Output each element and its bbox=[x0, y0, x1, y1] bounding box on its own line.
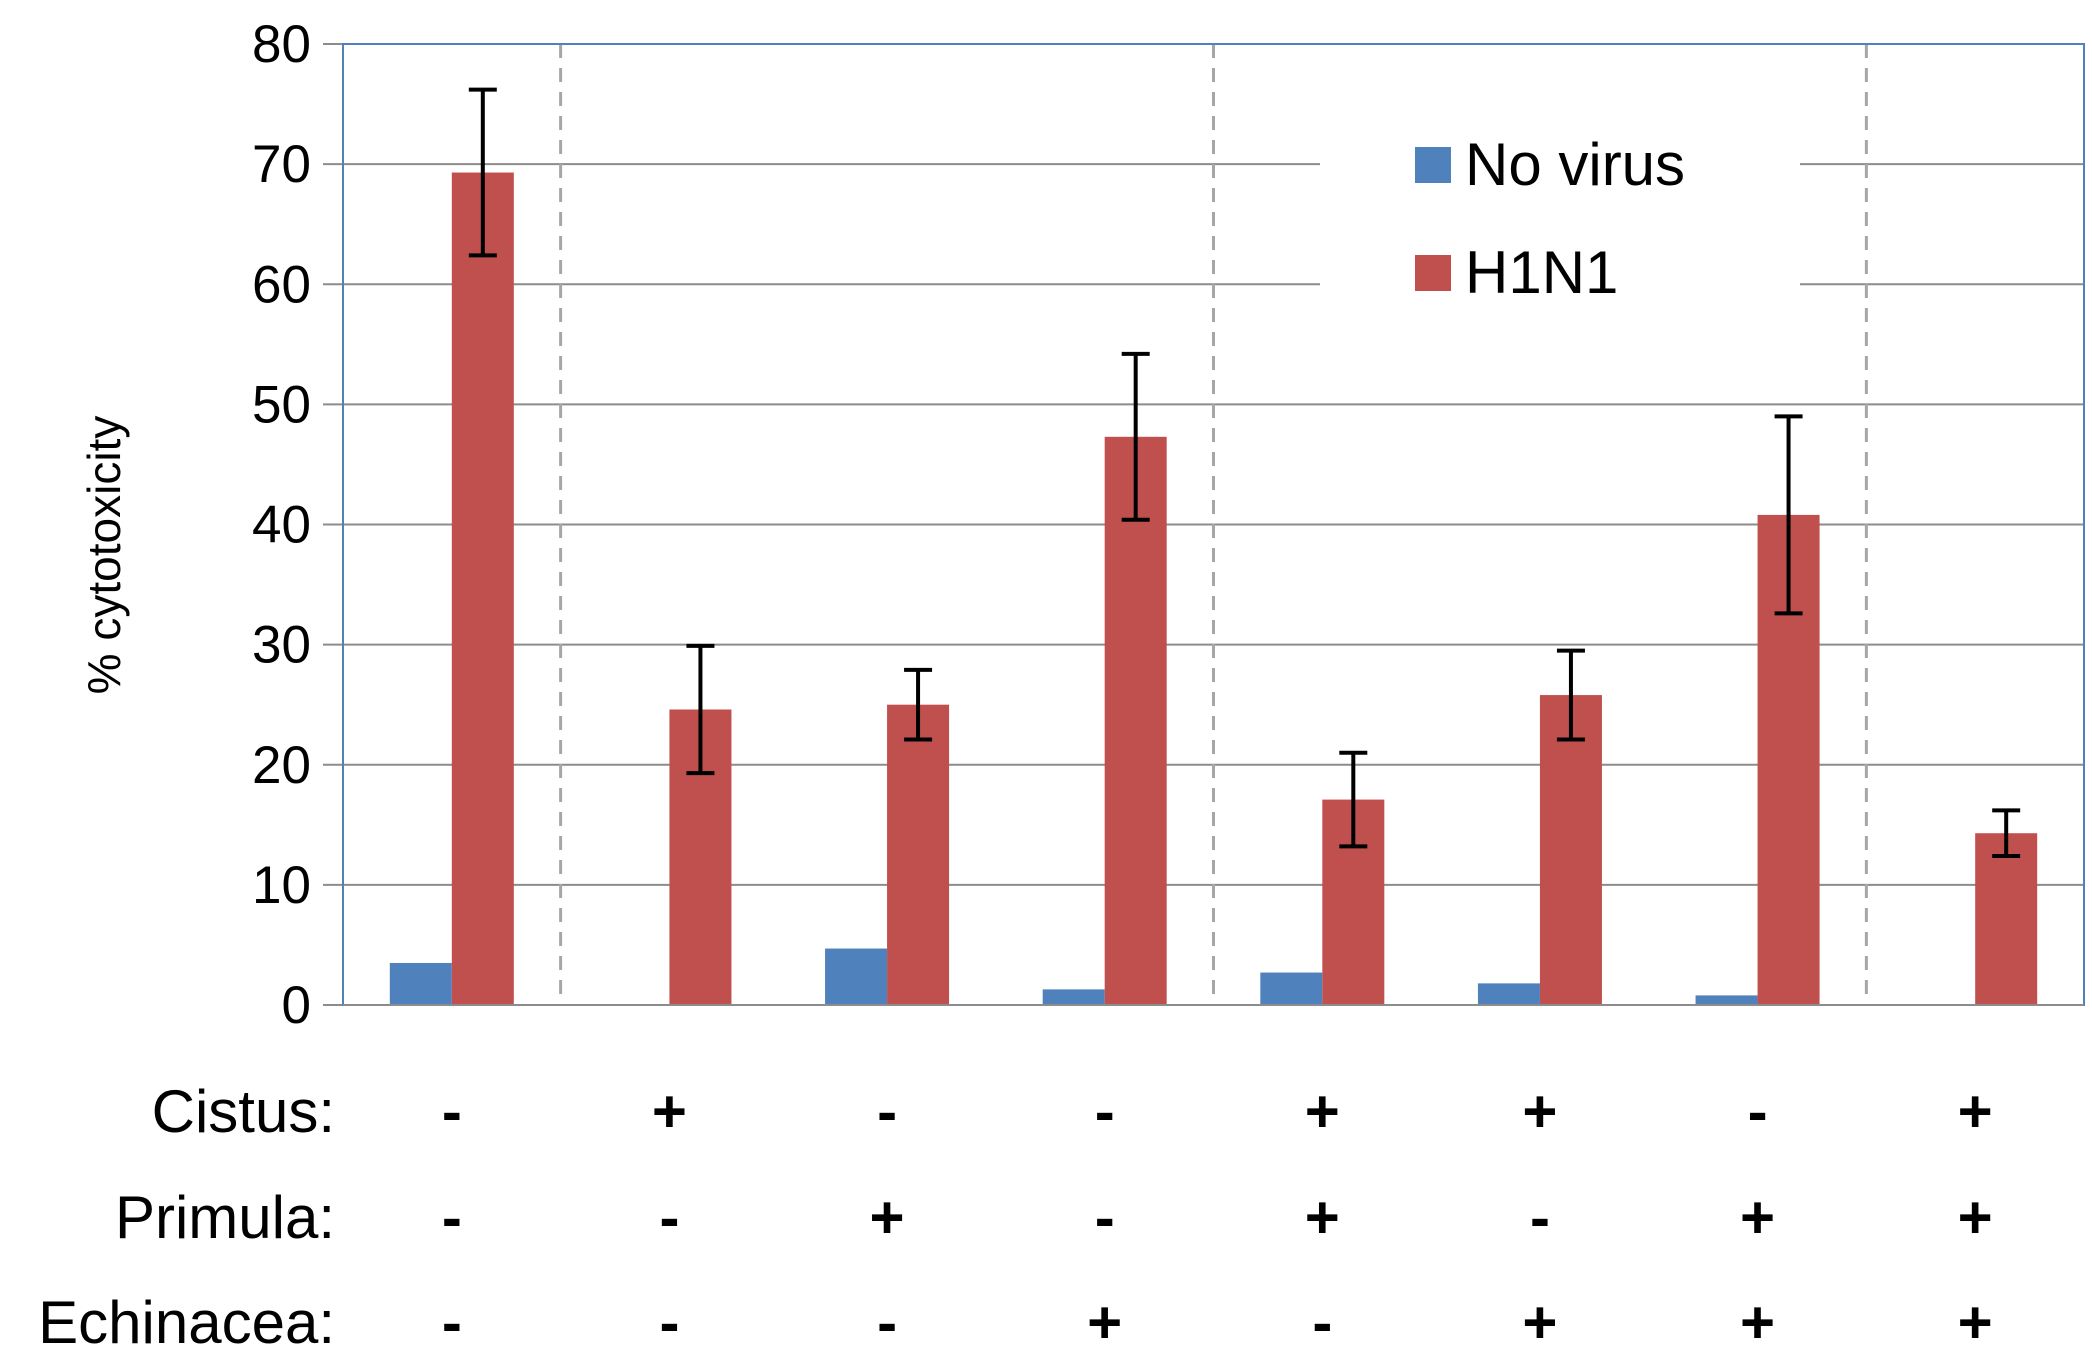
y-tick-label: 70 bbox=[252, 135, 311, 194]
legend-label: H1N1 bbox=[1465, 239, 1618, 306]
bar-no-virus bbox=[389, 962, 452, 1005]
treatment-sign: + bbox=[1305, 1184, 1340, 1251]
bar-no-virus bbox=[1042, 989, 1105, 1005]
bar-no-virus bbox=[1477, 983, 1540, 1005]
legend-swatch bbox=[1415, 255, 1451, 291]
treatment-table: Cistus: - + - - + + - + Primula: - - + - + - + + Echinacea… bbox=[38, 1078, 1993, 1356]
treatment-row-label: Cistus: bbox=[152, 1078, 335, 1145]
bar-no-virus bbox=[1695, 995, 1758, 1005]
treatment-sign: - bbox=[1095, 1078, 1115, 1145]
y-tick-label: 60 bbox=[252, 255, 311, 314]
y-axis-label: % cytotoxicity bbox=[78, 416, 130, 695]
y-tick-label: 40 bbox=[252, 496, 311, 555]
treatment-sign: + bbox=[1740, 1184, 1775, 1251]
legend-box bbox=[1320, 108, 1800, 308]
bar-no-virus bbox=[825, 948, 888, 1005]
treatment-row-label: Echinacea: bbox=[38, 1289, 335, 1356]
treatment-sign: - bbox=[442, 1184, 462, 1251]
treatment-sign: + bbox=[1522, 1289, 1557, 1356]
y-tick-label: 30 bbox=[252, 616, 311, 675]
treatment-sign: - bbox=[1530, 1184, 1550, 1251]
bar-h1n1 bbox=[451, 172, 514, 1005]
treatment-sign: + bbox=[1958, 1078, 1993, 1145]
treatment-sign: + bbox=[1958, 1184, 1993, 1251]
treatment-sign: - bbox=[877, 1289, 897, 1356]
treatment-sign: + bbox=[652, 1078, 687, 1145]
bar-h1n1 bbox=[1975, 833, 2038, 1005]
error-bars bbox=[468, 87, 2021, 859]
y-tick-label: 20 bbox=[252, 736, 311, 795]
treatment-sign: + bbox=[1087, 1289, 1122, 1356]
treatment-sign: - bbox=[659, 1289, 679, 1356]
y-tick-label: 80 bbox=[252, 15, 311, 74]
legend-label: No virus bbox=[1465, 131, 1685, 198]
treatment-sign: - bbox=[659, 1184, 679, 1251]
treatment-sign: - bbox=[1748, 1078, 1768, 1145]
treatment-sign: + bbox=[1740, 1289, 1775, 1356]
treatment-sign: - bbox=[1312, 1289, 1332, 1356]
bar-h1n1 bbox=[1104, 436, 1167, 1006]
gridlines bbox=[323, 43, 2084, 1006]
treatment-sign: - bbox=[877, 1078, 897, 1145]
group-separators bbox=[559, 44, 1868, 1005]
y-tick-label: 0 bbox=[282, 976, 311, 1035]
y-tick-labels: 0 10 20 30 40 50 60 70 80 bbox=[252, 15, 311, 1035]
axes bbox=[342, 43, 2085, 1006]
treatment-sign: - bbox=[1095, 1184, 1115, 1251]
y-tick-label: 10 bbox=[252, 856, 311, 915]
treatment-sign: + bbox=[1958, 1289, 1993, 1356]
y-tick-label: 50 bbox=[252, 375, 311, 434]
treatment-sign: - bbox=[442, 1078, 462, 1145]
bar-no-virus bbox=[1260, 972, 1323, 1005]
treatment-sign: + bbox=[870, 1184, 905, 1251]
treatment-sign: + bbox=[1522, 1078, 1557, 1145]
treatment-row-label: Primula: bbox=[115, 1184, 335, 1251]
bar-h1n1 bbox=[887, 704, 950, 1005]
legend: No virus H1N1 bbox=[1320, 108, 1800, 308]
legend-swatch bbox=[1415, 147, 1451, 183]
bar-h1n1 bbox=[1539, 695, 1602, 1005]
treatment-sign: + bbox=[1305, 1078, 1340, 1145]
treatment-sign: - bbox=[442, 1289, 462, 1356]
